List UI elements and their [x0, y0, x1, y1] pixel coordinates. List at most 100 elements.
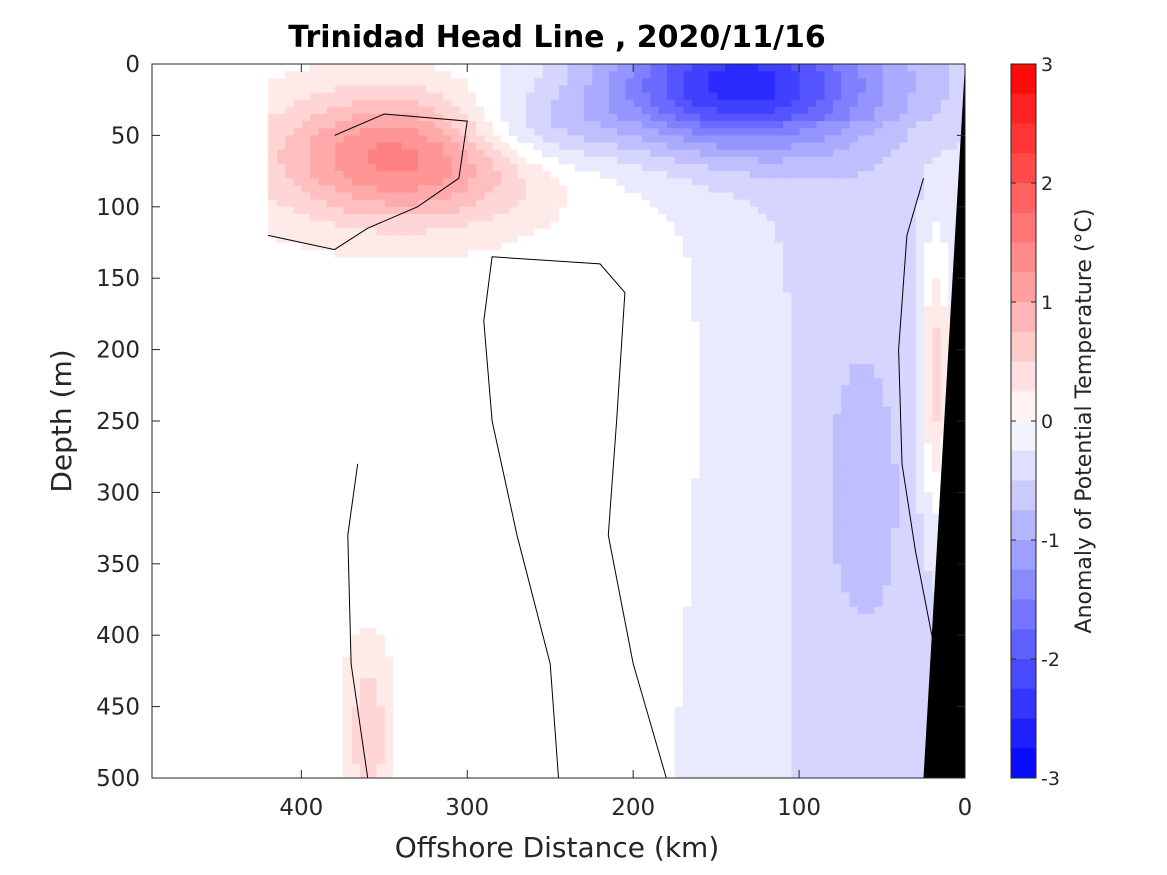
field-cell: [807, 285, 817, 294]
field-cell: [765, 399, 775, 408]
field-cell: [284, 199, 294, 208]
field-cell: [741, 356, 750, 365]
field-cell: [931, 385, 941, 394]
field-cell: [857, 328, 867, 336]
field-cell: [342, 149, 352, 158]
field-cell: [425, 121, 435, 129]
field-cell: [848, 171, 858, 179]
field-cell: [890, 142, 900, 151]
field-cell: [848, 713, 858, 722]
field-cell: [533, 64, 543, 72]
field-cell: [840, 463, 850, 472]
field-cell: [832, 85, 842, 94]
field-cell: [724, 271, 734, 279]
field-cell: [915, 756, 925, 765]
field-cell: [906, 99, 916, 108]
field-cell: [658, 113, 667, 122]
field-cell: [517, 156, 526, 165]
field-cell: [691, 585, 701, 593]
field-cell: [815, 342, 825, 351]
field-cell: [857, 513, 867, 522]
field-cell: [525, 213, 535, 222]
field-cell: [674, 185, 684, 194]
field-cell: [840, 413, 850, 422]
field-cell: [682, 106, 692, 115]
field-cell: [732, 478, 742, 486]
field-cell: [923, 335, 933, 344]
field-cell: [782, 92, 792, 101]
field-cell: [865, 763, 875, 772]
field-cell: [823, 513, 833, 522]
field-cell: [790, 299, 800, 308]
field-cell: [757, 156, 767, 165]
field-cell: [326, 78, 336, 87]
field-cell: [757, 92, 767, 101]
field-cell: [616, 99, 626, 108]
field-cell: [732, 549, 742, 558]
field-cell: [741, 85, 750, 94]
field-cell: [367, 756, 377, 765]
field-cell: [707, 678, 717, 686]
field-cell: [732, 313, 742, 322]
field-cell: [757, 363, 767, 372]
field-cell: [823, 499, 833, 508]
field-cell: [857, 578, 867, 586]
x-tick-label: 400: [279, 795, 323, 821]
field-cell: [832, 449, 842, 458]
field-cell: [815, 635, 825, 643]
field-cell: [741, 263, 750, 272]
field-cell: [898, 92, 908, 101]
field-cell: [716, 113, 726, 122]
field-cell: [823, 171, 833, 179]
field-cell: [774, 378, 784, 386]
field-cell: [749, 278, 759, 286]
field-cell: [674, 71, 684, 79]
field-cell: [857, 742, 867, 751]
field-cell: [525, 163, 535, 172]
field-cell: [857, 520, 867, 529]
field-cell: [782, 421, 792, 429]
field-cell: [550, 99, 560, 108]
field-cell: [284, 121, 294, 129]
field-cell: [276, 156, 286, 165]
field-cell: [732, 463, 742, 472]
field-cell: [326, 149, 336, 158]
field-cell: [351, 92, 360, 101]
field-cell: [309, 71, 319, 79]
field-cell: [699, 206, 709, 215]
field-cell: [284, 149, 294, 158]
field-cell: [840, 371, 850, 379]
field-cell: [716, 613, 726, 622]
field-cell: [882, 128, 891, 136]
field-cell: [774, 635, 784, 643]
field-cell: [716, 385, 726, 394]
field-cell: [807, 549, 817, 558]
field-cell: [840, 570, 850, 579]
field-cell: [309, 221, 319, 229]
field-cell: [492, 142, 502, 151]
field-cell: [732, 199, 742, 208]
field-cell: [832, 735, 842, 743]
field-cell: [691, 699, 701, 708]
field-cell: [741, 199, 750, 208]
field-cell: [882, 628, 891, 636]
field-cell: [898, 535, 908, 543]
field-cell: [774, 71, 784, 79]
field-cell: [309, 192, 319, 201]
field-cell: [832, 663, 842, 672]
field-cell: [732, 285, 742, 294]
field-cell: [757, 556, 767, 565]
field-cell: [375, 228, 385, 236]
field-cell: [906, 256, 916, 265]
field-cell: [815, 556, 825, 565]
field-cell: [583, 121, 593, 129]
field-cell: [807, 435, 817, 444]
field-cell: [865, 606, 875, 615]
field-cell: [691, 492, 701, 501]
field-cell: [367, 656, 377, 665]
field-cell: [765, 321, 775, 329]
field-cell: [691, 685, 701, 693]
field-cell: [815, 399, 825, 408]
field-cell: [749, 470, 759, 479]
field-cell: [782, 149, 792, 158]
